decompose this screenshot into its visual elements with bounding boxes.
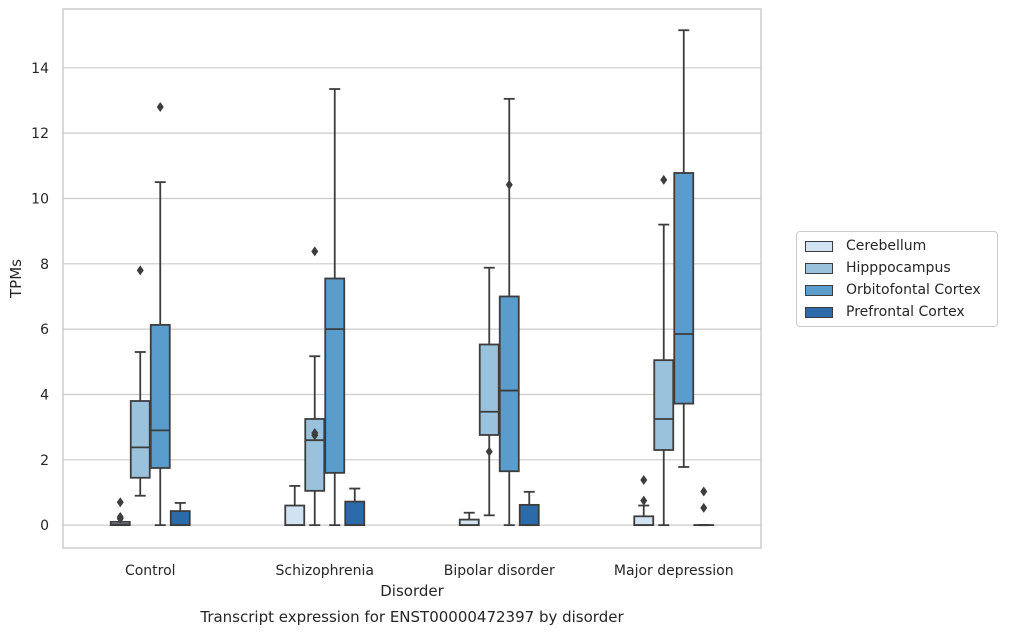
box-iqr [518,503,540,527]
legend: Cerebellum Hipppocampus Orbitofontal Cor… [796,231,998,327]
y-tick-label: 0 [40,518,49,534]
box-hipppocampus [478,266,500,517]
y-tick-label: 4 [40,387,49,403]
box-iqr [169,510,191,527]
legend-label-cerebellum: Cerebellum [846,238,927,254]
legend-label-orbitofrontal: Orbitofontal Cortex [846,282,981,298]
box-iqr [284,504,306,527]
box-hipppocampus [129,265,151,497]
x-tick-label: Bipolar disorder [444,563,555,579]
box-cerebellum [284,485,306,527]
legend-swatch-hippocampus [805,262,833,274]
x-tick-label: Major depression [614,563,734,579]
box-iqr [304,418,326,492]
box-prefrontal-cortex [169,502,191,527]
x-tick-labels: Control Schizophrenia Bipolar disorder Majo… [125,563,734,579]
box-cerebellum [458,511,480,527]
outlier-point [660,174,668,185]
outlier-point [136,265,144,276]
box-prefrontal-cortex [344,487,366,527]
legend-item-cerebellum: Cerebellum [805,235,926,257]
plot-frame [62,8,762,549]
legend-swatch-cerebellum [805,240,833,252]
box-orbitofontal-cortex [324,88,346,527]
outlier-point [156,102,164,112]
y-tick-label: 6 [40,322,49,338]
box-orbitofontal-cortex [673,29,695,468]
outlier-point [485,446,493,457]
box-prefrontal-cortex [693,486,715,527]
box-prefrontal-cortex [518,490,540,527]
gridlines [63,67,761,526]
box-iqr [324,277,346,474]
box-iqr [498,295,520,473]
box-iqr [633,515,655,527]
box-iqr [149,323,171,469]
x-axis-label: Disorder [380,582,444,600]
box-iqr [673,172,695,405]
boxes [109,29,715,527]
legend-swatch-prefrontal [805,306,833,318]
legend-swatch-orbitofrontal [805,284,833,296]
outlier-point [700,486,708,497]
outlier-point [640,475,648,486]
y-tick-label: 12 [31,126,49,142]
chart-caption: Transcript expression for ENST0000047239… [199,608,624,626]
legend-label-hippocampus: Hipppocampus [846,260,951,276]
legend-item-prefrontal: Prefrontal Cortex [805,301,965,323]
outlier-point [700,502,708,513]
y-tick-label: 14 [31,61,49,77]
legend-item-orbitofrontal: Orbitofontal Cortex [805,279,981,301]
x-tick-label: Control [125,563,176,579]
box-cerebellum [109,497,131,527]
y-tick-label: 8 [40,257,49,273]
y-tick-labels: 0 2 4 6 8 10 12 14 [31,61,49,534]
box-hipppocampus [653,174,675,527]
outlier-point [640,495,648,506]
y-tick-label: 2 [40,453,49,469]
x-tick-label: Schizophrenia [276,563,374,579]
box-iqr [129,400,151,479]
y-tick-label: 10 [31,191,49,207]
box-orbitofontal-cortex [498,97,520,527]
legend-label-prefrontal: Prefrontal Cortex [846,304,965,320]
box-iqr [653,359,675,451]
outlier-point [116,513,124,524]
outlier-point [311,430,319,441]
legend-item-hippocampus: Hipppocampus [805,257,951,279]
outlier-point [311,246,319,257]
box-cerebellum [633,475,655,527]
outlier-point [505,179,513,190]
box-iqr [478,343,500,436]
box-hipppocampus [304,246,326,527]
y-axis-label: TPMs [7,259,25,299]
outlier-point [116,497,124,508]
box-iqr [344,500,366,527]
box-orbitofontal-cortex [149,102,171,527]
